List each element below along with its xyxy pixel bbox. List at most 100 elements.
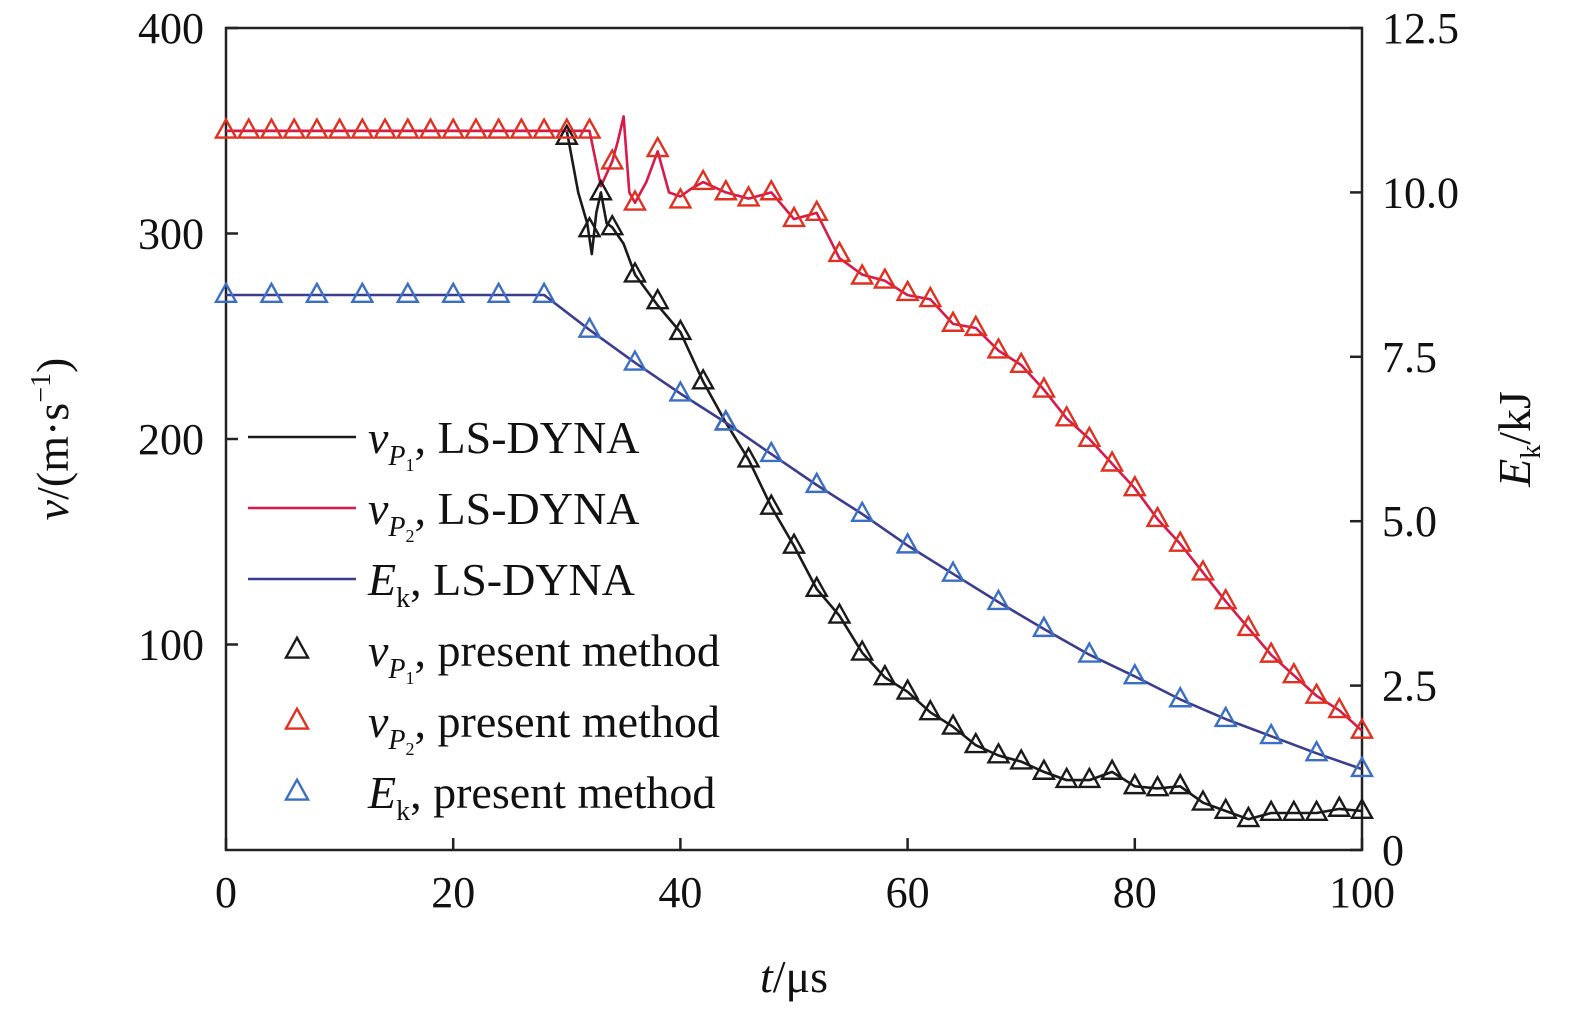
y-right-tick-label: 7.5 [1382, 333, 1437, 382]
data-marker [395, 117, 420, 139]
series-ek_present [213, 281, 1375, 778]
data-marker [532, 117, 557, 139]
data-marker [941, 560, 966, 582]
data-marker [691, 367, 716, 390]
y-left-tick-label: 100 [138, 621, 204, 670]
data-marker [941, 713, 966, 735]
series-line-vp1_lsdyna [226, 129, 1363, 821]
y-left-tick-label: 400 [138, 4, 204, 53]
data-marker [577, 215, 602, 238]
data-marker [1168, 685, 1193, 708]
data-marker [1122, 474, 1147, 497]
data-marker [1281, 799, 1306, 822]
y-left-axis-label: v/(m·s−1) [26, 358, 78, 521]
data-marker [1304, 799, 1329, 822]
data-marker [963, 314, 988, 337]
x-tick-label: 100 [1329, 868, 1395, 917]
data-marker [1349, 717, 1375, 739]
data-marker [895, 678, 920, 700]
data-marker [895, 531, 920, 554]
data-marker [236, 117, 261, 139]
data-marker [1122, 662, 1147, 685]
data-marker [963, 731, 988, 754]
x-tick-label: 60 [886, 868, 930, 917]
data-marker [1236, 614, 1261, 637]
series-line-ek_lsdyna [226, 293, 1363, 771]
data-marker [759, 178, 784, 201]
data-marker [327, 117, 352, 139]
data-marker [600, 213, 625, 236]
y-right-tick-label: 12.5 [1382, 4, 1459, 53]
data-marker [1190, 558, 1215, 581]
data-marker [418, 117, 443, 139]
data-marker [918, 285, 943, 308]
data-marker [1213, 587, 1238, 610]
data-marker [463, 117, 488, 139]
legend: vP1, LS-DYNA vP2, LS-DYNA Ek, LS-DYNA vP1, … [248, 412, 720, 827]
legend-entry: vP1, LS-DYNA [248, 412, 639, 475]
data-marker [1031, 376, 1056, 398]
data-marker [213, 117, 239, 139]
data-marker [850, 639, 875, 661]
data-marker [986, 741, 1011, 764]
data-marker [441, 117, 466, 139]
data-marker [1054, 404, 1079, 427]
data-marker [1077, 425, 1102, 448]
data-marker [622, 349, 647, 371]
data-marker [1031, 615, 1056, 638]
data-marker [622, 260, 647, 283]
data-marker [1213, 797, 1238, 819]
legend-label: vP1, present method [368, 625, 720, 688]
y-right-tick-label: 5.0 [1382, 497, 1437, 546]
data-marker [827, 602, 852, 624]
data-marker [1236, 805, 1261, 828]
data-marker [872, 267, 897, 289]
data-marker [441, 281, 466, 304]
plot-series [213, 115, 1375, 828]
data-marker [1168, 772, 1193, 795]
legend-swatch-marker [283, 706, 311, 730]
data-marker [713, 178, 738, 201]
data-marker [1009, 748, 1034, 770]
data-marker [736, 445, 761, 468]
y-right-tick-label: 10.0 [1382, 168, 1459, 217]
data-marker [577, 316, 602, 338]
series-line-vp2_lsdyna [226, 115, 1363, 732]
data-marker [691, 168, 716, 191]
data-marker [1304, 739, 1329, 762]
y-right-axis-label: Ek/kJ [1489, 391, 1547, 488]
data-marker [645, 287, 670, 310]
data-marker [282, 117, 307, 139]
y-right-tick-label: 0 [1382, 826, 1404, 875]
data-marker [895, 279, 920, 302]
data-marker [1031, 758, 1056, 780]
data-marker [759, 493, 784, 515]
data-marker [1259, 641, 1284, 663]
axes: 0 20 40 60 80 100 100 200 300 400 0 2.5 5.0 7.5 10.0 12… [26, 4, 1547, 1002]
data-marker [532, 281, 557, 304]
y-left-tick-label: 300 [138, 210, 204, 259]
data-marker [850, 500, 875, 523]
data-marker [588, 178, 613, 201]
data-marker [645, 135, 670, 158]
data-marker [304, 281, 329, 304]
data-marker [350, 117, 375, 139]
data-marker [827, 240, 852, 263]
data-marker [1009, 351, 1034, 374]
data-marker [600, 147, 625, 170]
series-vp2_present [213, 117, 1375, 739]
data-marker [781, 532, 807, 554]
legend-label: vP2, LS-DYNA [368, 483, 639, 546]
data-marker [395, 281, 420, 304]
data-marker [872, 663, 897, 686]
legend-entry: Ek, LS-DYNA [248, 554, 635, 614]
data-marker [554, 123, 579, 145]
data-marker [1281, 661, 1306, 684]
y-right-tick-label: 2.5 [1382, 662, 1437, 711]
data-marker [1304, 682, 1329, 704]
data-marker [259, 281, 284, 304]
data-marker [1213, 705, 1238, 728]
data-marker [986, 337, 1011, 359]
series-ek_lsdyna [226, 293, 1363, 771]
data-marker [1168, 530, 1193, 552]
